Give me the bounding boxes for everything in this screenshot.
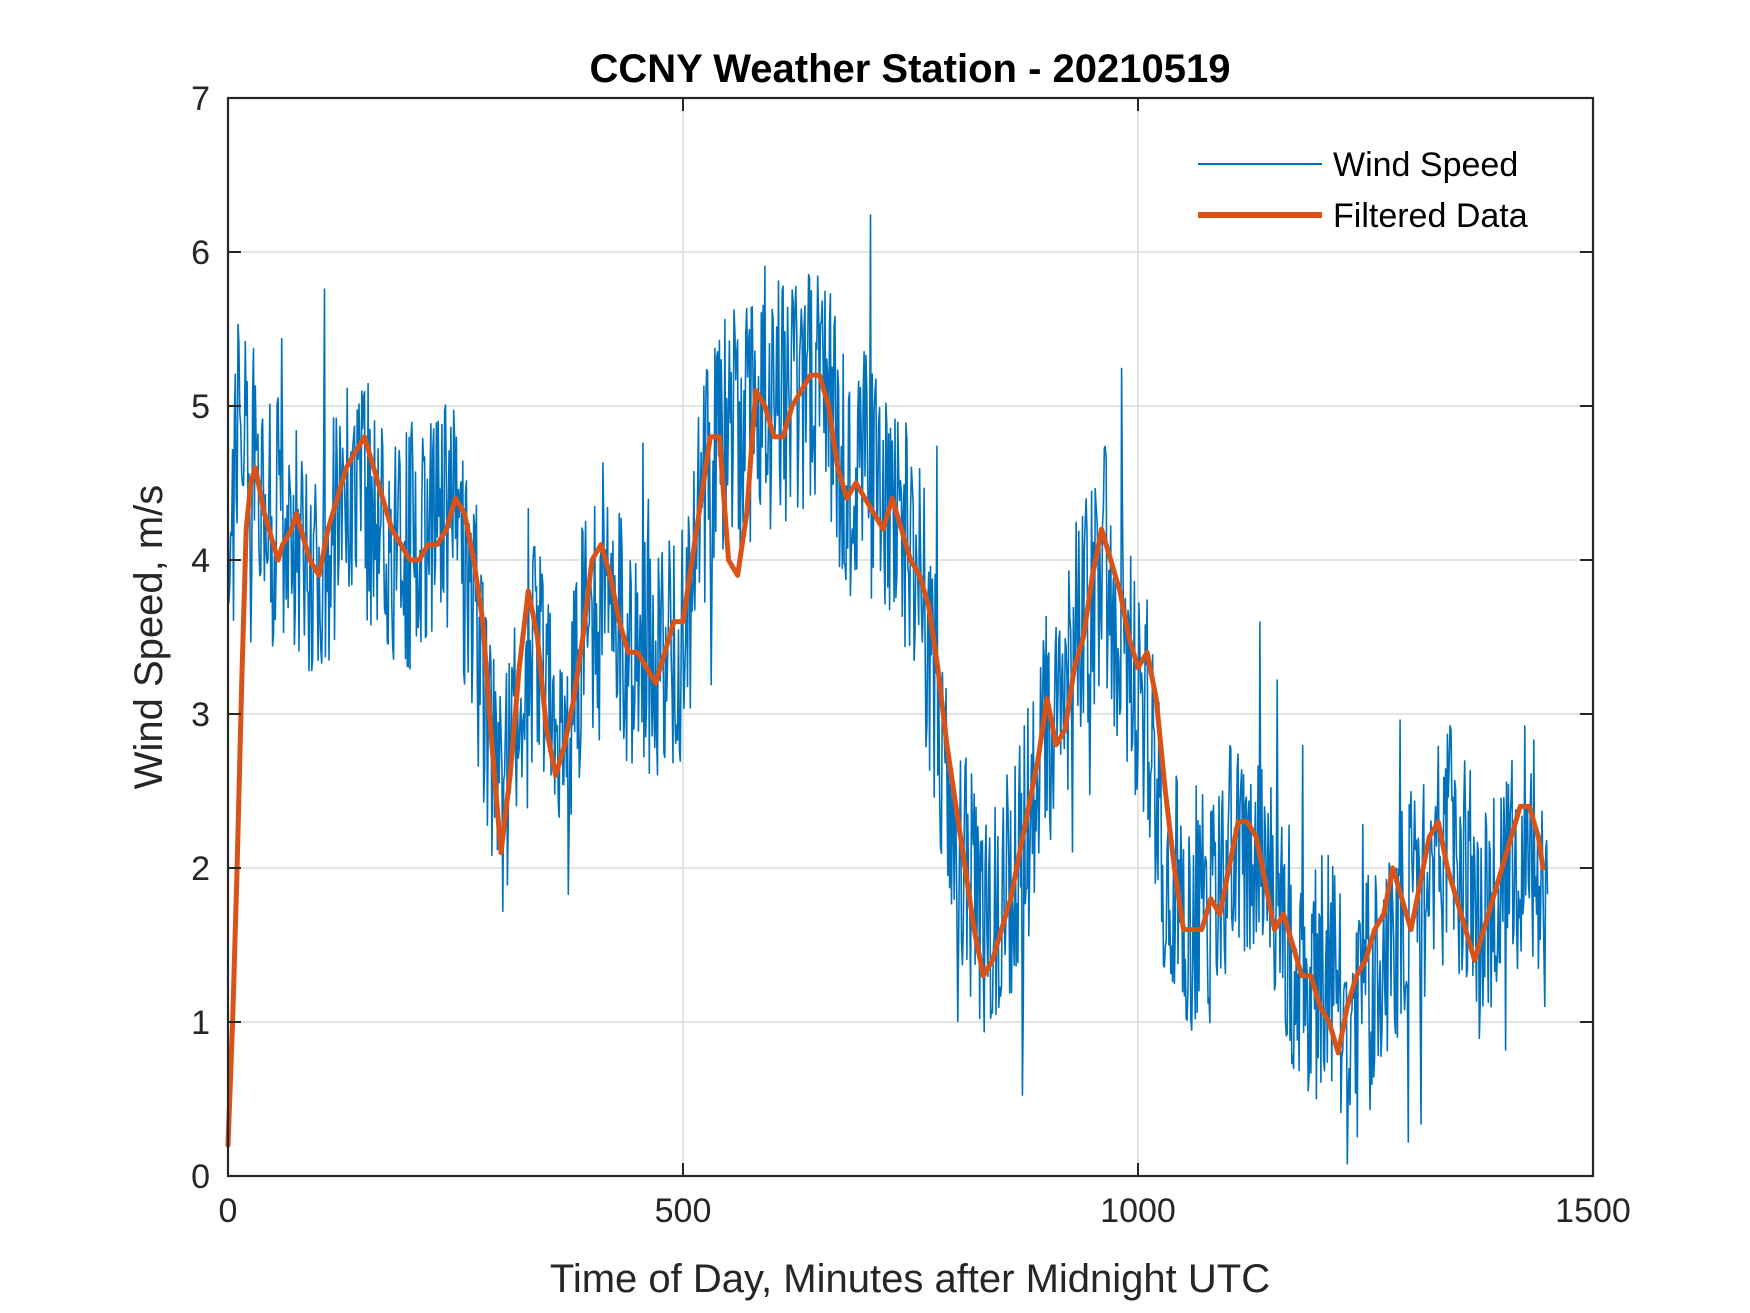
y-axis-label: Wind Speed, m/s — [127, 485, 171, 790]
chart-title: CCNY Weather Station - 20210519 — [590, 47, 1231, 91]
y-tick-label: 1 — [191, 1004, 210, 1042]
series-line-filtered-data — [225, 372, 1546, 1148]
y-tick-label: 0 — [191, 1158, 210, 1196]
x-tick-label: 500 — [655, 1192, 712, 1230]
ticks — [227, 97, 1594, 1177]
y-tick-label: 2 — [191, 850, 210, 888]
x-axis-label: Time of Day, Minutes after Midnight UTC — [550, 1257, 1270, 1301]
legend: Wind Speed Filtered Data — [1185, 132, 1585, 244]
x-tick-label: 1000 — [1100, 1192, 1176, 1230]
tick-labels: 0 500 1000 1500 0 1 2 3 4 5 6 7 — [191, 80, 1631, 1230]
legend-label-wind-speed: Wind Speed — [1333, 146, 1518, 184]
y-tick-label: 5 — [191, 388, 210, 426]
plot-area — [228, 98, 1593, 1176]
series-layer — [225, 214, 1549, 1165]
y-tick-label: 4 — [191, 542, 210, 580]
y-tick-label: 6 — [191, 234, 210, 272]
grid — [228, 98, 1593, 1176]
y-tick-label: 7 — [191, 80, 210, 118]
x-tick-label: 1500 — [1555, 1192, 1631, 1230]
legend-label-filtered-data: Filtered Data — [1333, 197, 1528, 235]
legend-box — [1185, 132, 1585, 244]
series-line-wind-speed — [227, 214, 1549, 1165]
y-tick-label: 3 — [191, 696, 210, 734]
axes-box — [226, 96, 1595, 1178]
x-tick-label: 0 — [219, 1192, 238, 1230]
